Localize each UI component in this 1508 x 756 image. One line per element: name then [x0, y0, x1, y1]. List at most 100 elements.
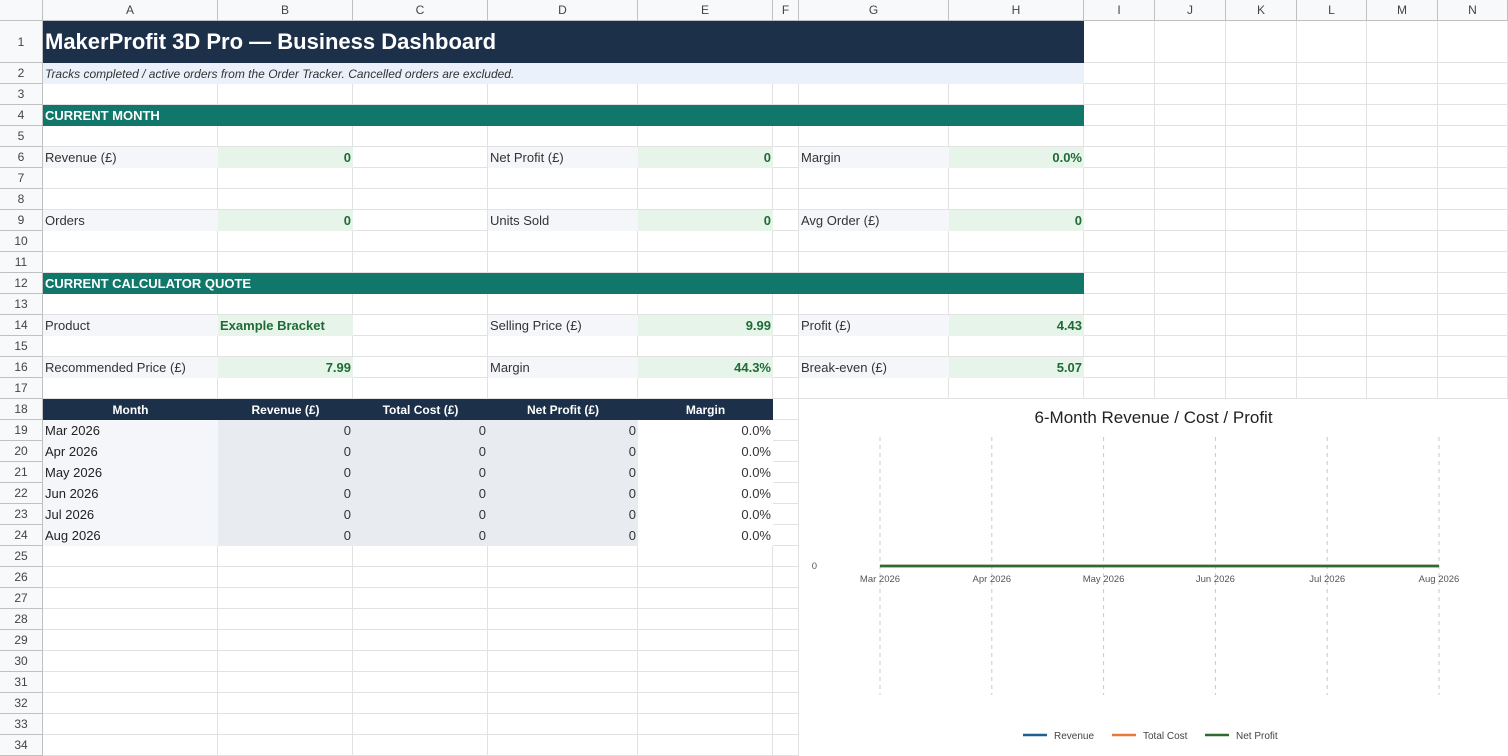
- table-value-cell[interactable]: 0: [353, 420, 488, 441]
- table-header-cell[interactable]: Total Cost (£): [353, 399, 488, 420]
- net-profit-value[interactable]: 0: [638, 147, 773, 168]
- margin-value[interactable]: 0.0%: [949, 147, 1084, 168]
- table-value-cell[interactable]: 0.0%: [638, 504, 773, 525]
- row-header-31[interactable]: 31: [0, 672, 43, 693]
- row-header-18[interactable]: 18: [0, 399, 43, 420]
- table-value-cell[interactable]: 0: [353, 483, 488, 504]
- table-value-cell[interactable]: 0: [488, 504, 638, 525]
- table-month-cell[interactable]: Aug 2026: [43, 525, 218, 546]
- quote-margin-label[interactable]: Margin: [488, 357, 638, 378]
- column-header-C[interactable]: C: [353, 0, 488, 21]
- row-header-2[interactable]: 2: [0, 63, 43, 84]
- row-header-5[interactable]: 5: [0, 126, 43, 147]
- table-header-cell[interactable]: Net Profit (£): [488, 399, 638, 420]
- table-value-cell[interactable]: 0: [218, 525, 353, 546]
- column-header-E[interactable]: E: [638, 0, 773, 21]
- table-value-cell[interactable]: 0: [488, 462, 638, 483]
- table-header-cell[interactable]: Margin: [638, 399, 773, 420]
- column-header-J[interactable]: J: [1155, 0, 1226, 21]
- units-sold-label[interactable]: Units Sold: [488, 210, 638, 231]
- row-header-14[interactable]: 14: [0, 315, 43, 336]
- net-profit-label[interactable]: Net Profit (£): [488, 147, 638, 168]
- row-header-21[interactable]: 21: [0, 462, 43, 483]
- profit-label[interactable]: Profit (£): [799, 315, 949, 336]
- column-header-L[interactable]: L: [1297, 0, 1367, 21]
- margin-label[interactable]: Margin: [799, 147, 949, 168]
- row-header-19[interactable]: 19: [0, 420, 43, 441]
- table-value-cell[interactable]: 0: [218, 504, 353, 525]
- table-month-cell[interactable]: May 2026: [43, 462, 218, 483]
- column-header-M[interactable]: M: [1367, 0, 1438, 21]
- row-header-29[interactable]: 29: [0, 630, 43, 651]
- table-value-cell[interactable]: 0: [218, 441, 353, 462]
- quote-margin-value[interactable]: 44.3%: [638, 357, 773, 378]
- row-header-9[interactable]: 9: [0, 210, 43, 231]
- row-header-4[interactable]: 4: [0, 105, 43, 126]
- avg-order-label[interactable]: Avg Order (£): [799, 210, 949, 231]
- product-label[interactable]: Product: [43, 315, 218, 336]
- table-header-cell[interactable]: Revenue (£): [218, 399, 353, 420]
- table-header-cell[interactable]: Month: [43, 399, 218, 420]
- table-value-cell[interactable]: 0.0%: [638, 462, 773, 483]
- table-value-cell[interactable]: 0: [488, 525, 638, 546]
- table-value-cell[interactable]: 0: [488, 441, 638, 462]
- table-value-cell[interactable]: 0: [218, 483, 353, 504]
- recommended-price-value[interactable]: 7.99: [218, 357, 353, 378]
- row-header-24[interactable]: 24: [0, 525, 43, 546]
- orders-value[interactable]: 0: [218, 210, 353, 231]
- table-value-cell[interactable]: 0: [488, 420, 638, 441]
- row-header-13[interactable]: 13: [0, 294, 43, 315]
- column-header-N[interactable]: N: [1438, 0, 1508, 21]
- column-header-H[interactable]: H: [949, 0, 1084, 21]
- row-header-3[interactable]: 3: [0, 84, 43, 105]
- table-value-cell[interactable]: 0: [353, 441, 488, 462]
- row-header-6[interactable]: 6: [0, 147, 43, 168]
- row-header-23[interactable]: 23: [0, 504, 43, 525]
- dashboard-title[interactable]: MakerProfit 3D Pro — Business Dashboard: [43, 21, 1084, 63]
- table-value-cell[interactable]: 0: [353, 504, 488, 525]
- table-month-cell[interactable]: Jul 2026: [43, 504, 218, 525]
- table-month-cell[interactable]: Jun 2026: [43, 483, 218, 504]
- row-header-1[interactable]: 1: [0, 21, 43, 63]
- column-header-G[interactable]: G: [799, 0, 949, 21]
- column-header-A[interactable]: A: [43, 0, 218, 21]
- table-value-cell[interactable]: 0.0%: [638, 525, 773, 546]
- row-header-22[interactable]: 22: [0, 483, 43, 504]
- row-header-17[interactable]: 17: [0, 378, 43, 399]
- avg-order-value[interactable]: 0: [949, 210, 1084, 231]
- row-header-32[interactable]: 32: [0, 693, 43, 714]
- recommended-price-label[interactable]: Recommended Price (£): [43, 357, 218, 378]
- row-header-28[interactable]: 28: [0, 609, 43, 630]
- revenue-label[interactable]: Revenue (£): [43, 147, 218, 168]
- dashboard-subtitle[interactable]: Tracks completed / active orders from th…: [43, 63, 1084, 84]
- row-header-20[interactable]: 20: [0, 441, 43, 462]
- revenue-value[interactable]: 0: [218, 147, 353, 168]
- row-header-33[interactable]: 33: [0, 714, 43, 735]
- row-header-11[interactable]: 11: [0, 252, 43, 273]
- selling-price-label[interactable]: Selling Price (£): [488, 315, 638, 336]
- table-value-cell[interactable]: 0: [353, 525, 488, 546]
- column-header-D[interactable]: D: [488, 0, 638, 21]
- column-header-I[interactable]: I: [1084, 0, 1155, 21]
- row-header-27[interactable]: 27: [0, 588, 43, 609]
- revenue-cost-profit-chart[interactable]: 6-Month Revenue / Cost / Profit Mar 2026 A…: [799, 399, 1508, 756]
- row-header-7[interactable]: 7: [0, 168, 43, 189]
- row-header-8[interactable]: 8: [0, 189, 43, 210]
- units-sold-value[interactable]: 0: [638, 210, 773, 231]
- table-value-cell[interactable]: 0: [488, 483, 638, 504]
- row-header-25[interactable]: 25: [0, 546, 43, 567]
- table-value-cell[interactable]: 0: [218, 462, 353, 483]
- column-header-K[interactable]: K: [1226, 0, 1297, 21]
- table-value-cell[interactable]: 0: [218, 420, 353, 441]
- product-value[interactable]: Example Bracket: [218, 315, 353, 336]
- table-value-cell[interactable]: 0.0%: [638, 441, 773, 462]
- row-header-12[interactable]: 12: [0, 273, 43, 294]
- section-calculator-quote[interactable]: CURRENT CALCULATOR QUOTE: [43, 273, 1084, 294]
- select-all-corner[interactable]: [0, 0, 43, 21]
- column-header-F[interactable]: F: [773, 0, 799, 21]
- row-header-10[interactable]: 10: [0, 231, 43, 252]
- break-even-label[interactable]: Break-even (£): [799, 357, 949, 378]
- break-even-value[interactable]: 5.07: [949, 357, 1084, 378]
- row-header-16[interactable]: 16: [0, 357, 43, 378]
